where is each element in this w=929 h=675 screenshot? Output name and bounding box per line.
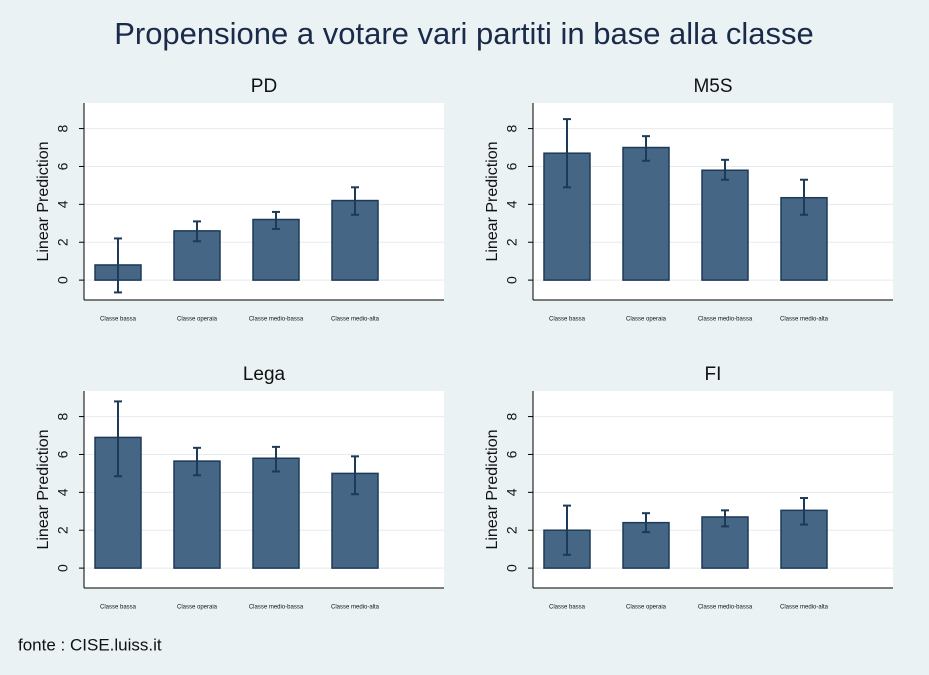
- error-bar: [272, 445, 280, 473]
- x-tick-label: Classe medio-bassa: [698, 317, 753, 323]
- error-bar: [351, 186, 359, 216]
- y-axis-label: Linear Prediction: [35, 429, 52, 549]
- y-tick-label: 4: [504, 488, 520, 496]
- y-tick-label: 8: [504, 124, 520, 132]
- error-bar: [721, 509, 729, 528]
- source-note: fonte : CISE.luiss.it: [18, 635, 162, 654]
- x-tick-label: Classe medio-bassa: [249, 317, 304, 323]
- x-tick-label: Classe medio-bassa: [698, 605, 753, 611]
- panel-title: Lega: [243, 364, 286, 385]
- y-axis-label: Linear Prediction: [484, 141, 501, 261]
- x-tick-label: Classe medio-alta: [780, 317, 829, 323]
- bar: [622, 146, 670, 281]
- error-bar: [272, 210, 280, 230]
- panel-title: M5S: [693, 76, 732, 97]
- bar: [701, 169, 749, 281]
- error-bar: [563, 118, 571, 189]
- error-bar: [193, 446, 201, 477]
- panel-title: PD: [251, 76, 277, 97]
- y-tick-label: 0: [55, 564, 71, 572]
- x-tick-label: Classe bassa: [100, 605, 137, 611]
- x-tick-label: Classe operaia: [177, 317, 218, 323]
- error-bar: [721, 158, 729, 181]
- x-tick-label: Classe operaia: [177, 605, 218, 611]
- y-tick-label: 2: [504, 526, 520, 534]
- y-tick-label: 6: [504, 162, 520, 170]
- x-tick-label: Classe bassa: [549, 317, 586, 323]
- x-tick-label: Classe medio-alta: [780, 605, 829, 611]
- x-tick-label: Classe medio-alta: [331, 317, 380, 323]
- y-tick-label: 4: [55, 200, 71, 208]
- x-tick-label: Classe bassa: [100, 317, 137, 323]
- y-tick-label: 6: [504, 450, 520, 458]
- y-tick-label: 6: [55, 162, 71, 170]
- y-tick-label: 2: [55, 526, 71, 534]
- error-bar: [642, 512, 650, 534]
- y-tick-label: 2: [55, 238, 71, 246]
- panel-title: FI: [705, 364, 722, 385]
- x-tick-label: Classe operaia: [626, 317, 667, 323]
- error-bar: [351, 455, 359, 496]
- bar: [252, 457, 300, 569]
- y-tick-label: 8: [504, 412, 520, 420]
- y-tick-label: 0: [504, 564, 520, 572]
- error-bar: [800, 178, 808, 216]
- y-tick-label: 4: [55, 488, 71, 496]
- error-bar: [114, 400, 122, 478]
- y-axis-label: Linear Prediction: [484, 429, 501, 549]
- error-bar: [193, 220, 201, 243]
- page-title: Propensione a votare vari partiti in bas…: [114, 16, 814, 51]
- x-tick-label: Classe medio-alta: [331, 605, 380, 611]
- y-tick-label: 8: [55, 412, 71, 420]
- error-bar: [642, 135, 650, 162]
- error-bar: [563, 504, 571, 556]
- error-bar: [800, 497, 808, 526]
- y-tick-label: 8: [55, 124, 71, 132]
- y-tick-label: 2: [504, 238, 520, 246]
- y-tick-label: 0: [504, 276, 520, 284]
- bar: [173, 460, 221, 569]
- y-tick-label: 6: [55, 450, 71, 458]
- y-axis-label: Linear Prediction: [35, 141, 52, 261]
- x-tick-label: Classe medio-bassa: [249, 605, 304, 611]
- error-bar: [114, 237, 122, 294]
- y-tick-label: 4: [504, 200, 520, 208]
- y-tick-label: 0: [55, 276, 71, 284]
- x-tick-label: Classe operaia: [626, 605, 667, 611]
- x-tick-label: Classe bassa: [549, 605, 586, 611]
